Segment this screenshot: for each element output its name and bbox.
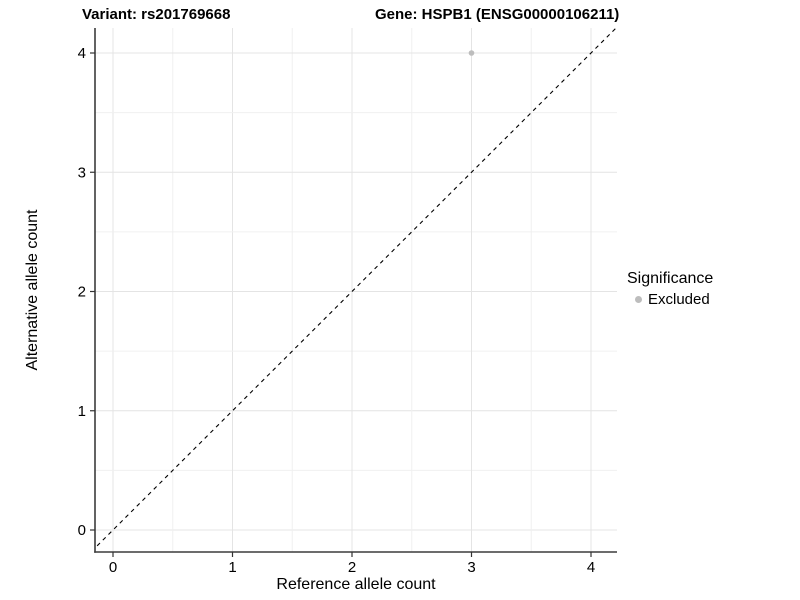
x-tick-label: 1 — [228, 559, 236, 576]
y-tick-label: 3 — [78, 164, 86, 181]
identity-dashed-line — [95, 28, 617, 549]
legend-entry-excluded: Excluded — [627, 291, 713, 308]
y-tick-label: 4 — [78, 45, 86, 62]
legend: Significance Excluded — [627, 270, 713, 308]
variant-title: Variant: rs201769668 — [82, 6, 231, 23]
x-tick-label: 4 — [587, 559, 595, 576]
x-tick-label: 3 — [467, 559, 475, 576]
gene-title: Gene: HSPB1 (ENSG00000106211) — [375, 6, 620, 23]
legend-title: Significance — [627, 270, 714, 287]
y-axis-title: Alternative allele count — [24, 209, 41, 371]
x-tick-label: 0 — [109, 559, 117, 576]
data-point — [468, 50, 475, 56]
legend-entry-label: Excluded — [648, 291, 710, 308]
excluded-point-icon — [635, 296, 642, 303]
x-axis-title: Reference allele count — [276, 576, 436, 593]
y-tick-label: 0 — [78, 522, 86, 539]
x-tick-label: 2 — [348, 559, 356, 576]
y-tick-label: 1 — [78, 403, 86, 420]
y-tick-label: 2 — [78, 284, 86, 301]
